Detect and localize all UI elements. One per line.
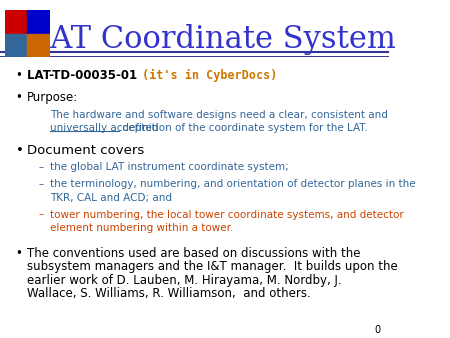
Bar <box>4 10 27 34</box>
Text: tower numbering, the local tower coordinate systems, and detector: tower numbering, the local tower coordin… <box>50 210 404 220</box>
Text: –: – <box>39 179 44 189</box>
Text: –: – <box>39 162 44 172</box>
Text: The hardware and software designs need a clear, consistent and: The hardware and software designs need a… <box>50 110 388 120</box>
Text: The conventions used are based on discussions with the: The conventions used are based on discus… <box>27 247 360 260</box>
Text: earlier work of D. Lauben, M. Hirayama, M. Nordby, J.: earlier work of D. Lauben, M. Hirayama, … <box>27 274 342 287</box>
Text: subsystem managers and the I&T manager.  It builds upon the: subsystem managers and the I&T manager. … <box>27 260 398 273</box>
Text: (it's in CyberDocs): (it's in CyberDocs) <box>142 69 277 82</box>
Bar <box>27 10 50 34</box>
Text: •: • <box>15 69 22 82</box>
Text: 0: 0 <box>374 324 380 335</box>
Text: •: • <box>15 144 23 156</box>
Text: Purpose:: Purpose: <box>27 91 78 104</box>
Text: •: • <box>15 247 22 260</box>
Text: element numbering within a tower.: element numbering within a tower. <box>50 223 234 233</box>
Text: definition of the coordinate system for the LAT.: definition of the coordinate system for … <box>119 123 368 134</box>
Text: universally accepted: universally accepted <box>50 123 159 134</box>
Text: the global LAT instrument coordinate system;: the global LAT instrument coordinate sys… <box>50 162 289 172</box>
Text: Wallace, S. Williams, R. Williamson,  and others.: Wallace, S. Williams, R. Williamson, and… <box>27 287 311 300</box>
Text: LAT-TD-00035-01: LAT-TD-00035-01 <box>27 69 141 82</box>
Text: •: • <box>15 91 22 104</box>
Text: LAT Coordinate System: LAT Coordinate System <box>30 24 396 55</box>
Text: –: – <box>39 210 44 220</box>
Text: Document covers: Document covers <box>27 144 144 156</box>
Bar <box>4 34 27 57</box>
Text: the terminology, numbering, and orientation of detector planes in the: the terminology, numbering, and orientat… <box>50 179 416 189</box>
Text: TKR, CAL and ACD; and: TKR, CAL and ACD; and <box>50 193 172 203</box>
Bar <box>27 34 50 57</box>
